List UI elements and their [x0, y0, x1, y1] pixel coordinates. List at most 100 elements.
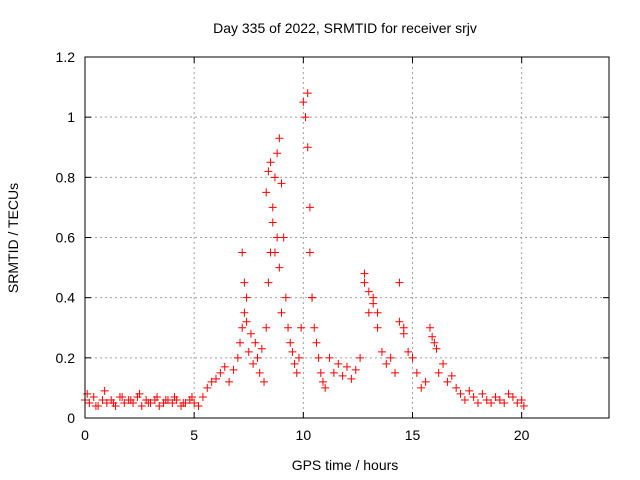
data-point [318, 377, 327, 386]
data-point [347, 374, 356, 383]
data-point [187, 392, 196, 401]
data-point [474, 398, 482, 407]
data-point [262, 188, 271, 197]
chart-title: Day 335 of 2022, SRMTID for receiver srj… [213, 20, 477, 36]
y-tick-label: 0.6 [56, 230, 76, 246]
tick-layer: 0 0.2 0.4 0.6 0.8 1 1.2 0 5 10 15 20 [56, 49, 609, 443]
data-point [495, 395, 504, 404]
data-point [425, 323, 434, 332]
data-point [292, 368, 301, 377]
data-point [432, 344, 441, 353]
data-point [294, 353, 303, 362]
data-point [469, 392, 478, 401]
data-point [312, 338, 321, 347]
y-tick-label: 1 [67, 109, 75, 125]
data-point [421, 377, 430, 386]
data-point [356, 353, 365, 362]
data-point [216, 368, 225, 377]
data-point [238, 323, 247, 332]
data-point [168, 398, 177, 407]
data-points [81, 89, 528, 410]
data-point [412, 368, 421, 377]
data-point [395, 317, 404, 326]
data-point [85, 398, 94, 407]
data-point [303, 89, 312, 98]
data-point [290, 359, 299, 368]
data-point [360, 269, 369, 278]
data-point [305, 203, 314, 212]
data-point [439, 359, 448, 368]
data-point [343, 362, 351, 371]
data-point [233, 353, 242, 362]
data-point [236, 338, 245, 347]
data-point [288, 347, 297, 356]
y-tick-label: 0.8 [56, 169, 76, 185]
data-point [120, 398, 129, 407]
data-point [434, 368, 443, 377]
data-point [443, 377, 452, 386]
data-point [275, 134, 284, 143]
data-point [137, 401, 146, 410]
data-point [297, 323, 306, 332]
data-point [238, 248, 247, 257]
data-point [373, 323, 382, 332]
data-point [275, 263, 284, 272]
y-tick-label: 0.4 [56, 290, 76, 306]
data-point [118, 392, 127, 401]
data-point [281, 293, 290, 302]
data-point [249, 359, 258, 368]
data-point [89, 392, 98, 401]
data-point [240, 308, 249, 317]
data-point [207, 377, 216, 386]
data-point [255, 368, 264, 377]
data-point [212, 374, 220, 383]
data-point [417, 383, 426, 392]
data-point [240, 278, 249, 287]
data-point [220, 362, 229, 371]
x-tick-label: 0 [81, 427, 89, 443]
data-point [225, 377, 234, 386]
data-point [301, 113, 310, 122]
data-point [369, 299, 378, 308]
y-tick-label: 0.2 [56, 350, 76, 366]
data-point [500, 398, 509, 407]
data-point [262, 323, 271, 332]
data-point [325, 353, 334, 362]
data-point [266, 158, 275, 167]
data-point [268, 203, 277, 212]
data-point [386, 353, 395, 362]
data-point [314, 353, 323, 362]
data-point [257, 344, 266, 353]
x-tick-label: 20 [514, 427, 530, 443]
data-point [382, 359, 391, 368]
data-point [98, 395, 107, 404]
data-point [482, 395, 491, 404]
data-point [91, 401, 100, 410]
data-point [198, 392, 207, 401]
data-point [100, 386, 109, 395]
data-point [229, 365, 238, 374]
data-point [316, 368, 325, 377]
data-point [135, 389, 144, 398]
data-point [487, 398, 496, 407]
data-point [456, 389, 465, 398]
data-point [334, 359, 343, 368]
data-point [264, 278, 273, 287]
y-axis-label: SRMTID / TECUs [5, 183, 21, 293]
data-point [153, 392, 162, 401]
data-point [305, 248, 314, 257]
data-point [109, 398, 118, 407]
data-point [270, 173, 279, 182]
data-point [242, 293, 251, 302]
y-tick-label: 1.2 [56, 49, 76, 65]
data-point [408, 353, 417, 362]
data-point [284, 323, 293, 332]
x-tick-label: 5 [190, 427, 198, 443]
data-point [504, 389, 513, 398]
data-point [303, 143, 312, 152]
data-point [203, 383, 212, 392]
x-tick-label: 10 [296, 427, 312, 443]
data-point [144, 398, 153, 407]
data-point [126, 395, 135, 404]
